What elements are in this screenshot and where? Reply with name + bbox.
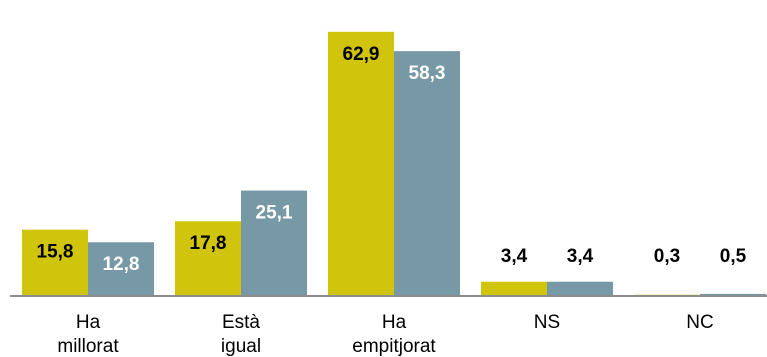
category-label-c4-l1: NS	[534, 312, 560, 333]
category-label-c1-l2: millorat	[57, 336, 119, 357]
value-label-s1-c4: 3,4	[501, 246, 528, 267]
value-label-s1-c1: 15,8	[37, 242, 74, 263]
category-label-c2-l1: Està	[222, 312, 260, 333]
bar-s2-c2	[241, 190, 307, 296]
value-label-s2-c1: 12,8	[103, 254, 140, 275]
bar-s2-c1	[88, 242, 154, 296]
value-label-s1-c5: 0,3	[654, 246, 680, 267]
category-label-c1-l1: Ha	[76, 312, 101, 333]
value-label-s1-c3: 62,9	[343, 44, 380, 65]
bar-s1-c3	[328, 31, 394, 296]
category-label-c3-l1: Ha	[382, 312, 407, 333]
category-label-c3-l2: empitjorat	[352, 336, 436, 357]
value-label-s2-c3: 58,3	[409, 63, 446, 84]
bar-s1-c1	[22, 229, 88, 296]
category-label-c5-l1: NC	[686, 312, 713, 333]
category-label-c2-l2: igual	[221, 336, 261, 357]
value-label-s2-c5: 0,5	[720, 246, 747, 267]
bar-s2-c5	[700, 293, 766, 296]
value-label-s2-c4: 3,4	[567, 246, 594, 267]
bar-s2-c3	[394, 51, 460, 296]
bar-s2-c4	[547, 281, 613, 296]
value-labels-layer: 15,8 12,8 17,8 25,1 62,9 58,3 3,4 3,4 0,3 0,5	[37, 44, 747, 275]
bar-s1-c2	[175, 221, 241, 296]
bars-layer	[22, 31, 766, 296]
value-label-s1-c2: 17,8	[190, 233, 227, 254]
category-labels-layer: Ha millorat Està igual Ha empitjorat NS NC	[57, 312, 713, 357]
bar-s1-c4	[481, 281, 547, 296]
value-label-s2-c2: 25,1	[256, 203, 293, 224]
